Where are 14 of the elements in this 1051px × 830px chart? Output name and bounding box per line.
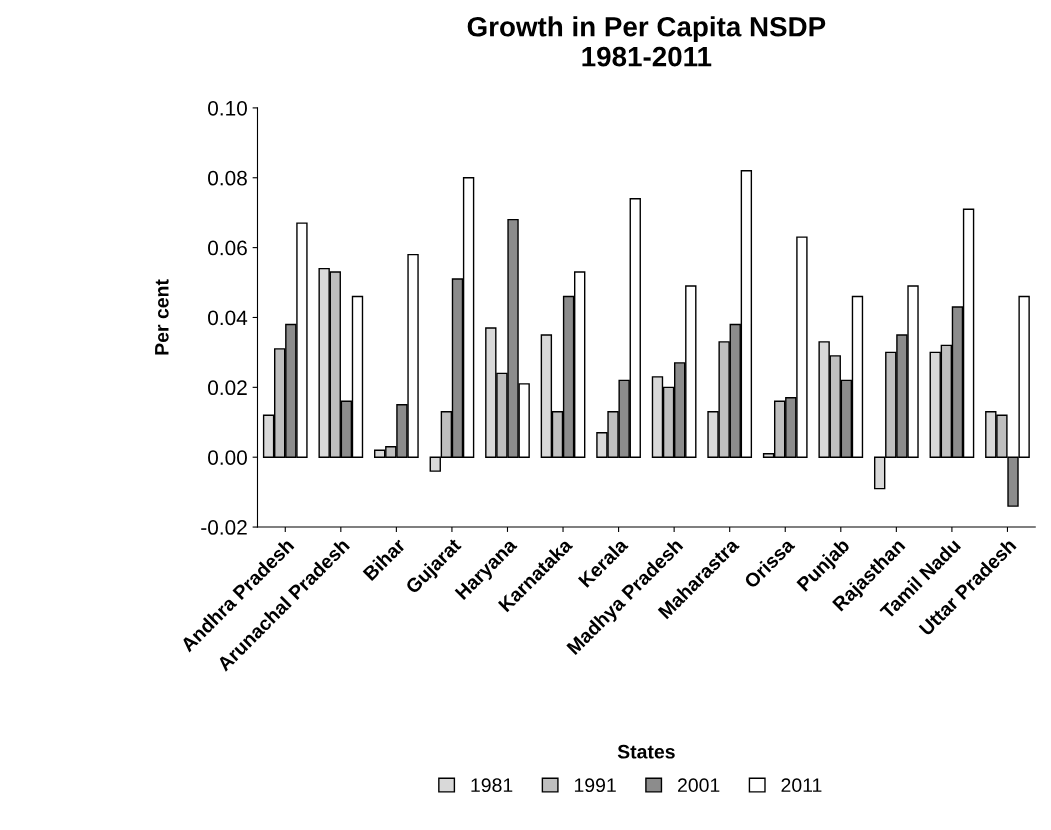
y-tick-label: 0.06 [208,240,247,256]
legend-label: 1991 [574,778,616,793]
x-axis-title: States [617,744,675,759]
y-tick-label: 0.02 [208,380,247,396]
y-tick-label: 0.08 [208,170,247,186]
y-axis-title: Per cent [155,279,169,355]
chart-title: Growth in Per Capita NSDP 1981-2011 [467,16,826,67]
y-tick-label: -0.02 [201,520,247,535]
y-tick-label: 0.10 [208,100,247,116]
legend-label: 2011 [781,778,822,793]
y-tick-label: 0.04 [208,310,248,326]
y-tick-label: 0.00 [208,450,247,465]
legend-label: 1981 [471,778,513,793]
legend-label: 2001 [677,778,720,793]
